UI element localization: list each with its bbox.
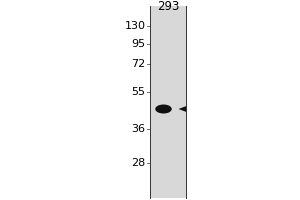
- Polygon shape: [178, 106, 186, 112]
- Text: 293: 293: [157, 0, 179, 14]
- Text: 130: 130: [124, 21, 146, 31]
- Text: 28: 28: [131, 158, 146, 168]
- Bar: [150, 6, 186, 198]
- Text: 95: 95: [131, 39, 146, 49]
- Text: 72: 72: [131, 59, 146, 69]
- Text: 55: 55: [131, 87, 146, 97]
- Ellipse shape: [155, 105, 172, 114]
- Text: 36: 36: [131, 124, 146, 134]
